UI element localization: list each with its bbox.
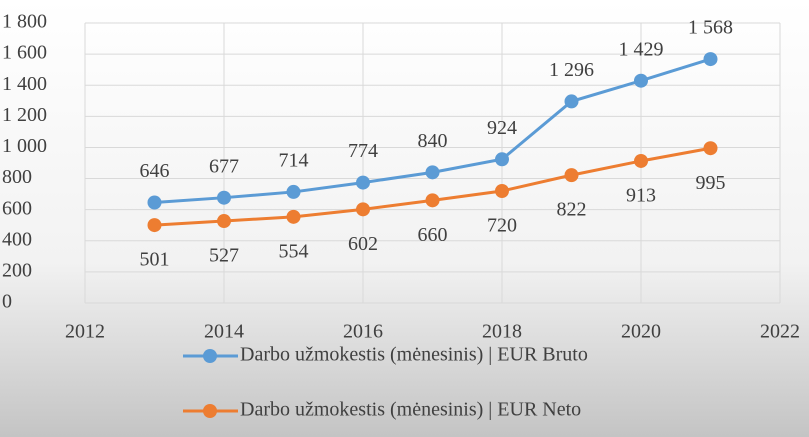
point (564, 168, 579, 183)
data-label: 1 429 (619, 38, 664, 60)
data-label: 714 (279, 150, 309, 172)
data-label: 822 (557, 199, 587, 221)
data-label: 840 (418, 130, 448, 152)
data-label: 995 (696, 172, 726, 194)
data-label: 602 (348, 233, 378, 255)
x-tick-label: 2014 (204, 321, 244, 343)
point (634, 73, 648, 88)
point (425, 193, 440, 208)
data-label: 1 296 (549, 59, 594, 81)
point (425, 165, 440, 180)
point (286, 209, 301, 224)
data-label: 774 (348, 140, 378, 162)
x-tick-label: 2018 (482, 321, 522, 343)
y-tick-label: 600 (2, 197, 32, 219)
point (147, 218, 162, 233)
point (286, 184, 301, 199)
point (495, 152, 509, 167)
point (634, 153, 648, 168)
legend-label: Darbo užmokestis (mėnesinis) | EUR Neto (240, 399, 581, 421)
point (356, 202, 370, 217)
data-label: 1 568 (688, 17, 733, 39)
point (703, 52, 718, 67)
y-tick-label: 800 (2, 166, 32, 188)
point (147, 195, 162, 210)
data-label: 720 (487, 215, 517, 237)
x-tick-label: 2016 (343, 321, 383, 343)
y-tick-label: 0 (2, 291, 12, 313)
x-tick-label: 2020 (621, 321, 661, 343)
legend-label: Darbo užmokestis (mėnesinis) | EUR Bruto (240, 344, 588, 366)
y-tick-label: 200 (2, 259, 32, 281)
x-tick-label: 2012 (65, 321, 105, 343)
data-label: 677 (209, 155, 239, 177)
data-label: 554 (279, 240, 309, 262)
point (564, 94, 579, 109)
y-tick-label: 1 800 (2, 11, 47, 33)
point (703, 141, 718, 156)
legend-marker (203, 404, 217, 418)
y-tick-label: 1 000 (2, 135, 47, 157)
legend-marker (203, 349, 217, 363)
y-tick-label: 1 200 (2, 104, 47, 126)
y-tick-label: 400 (2, 228, 32, 250)
data-label: 501 (140, 249, 170, 271)
y-tick-label: 1 400 (2, 73, 47, 95)
x-tick-label: 2022 (760, 321, 800, 343)
data-label: 924 (487, 117, 517, 139)
point (217, 214, 231, 229)
point (495, 184, 509, 198)
data-label: 527 (209, 245, 239, 267)
data-label: 913 (626, 185, 656, 207)
point (356, 175, 370, 190)
point (217, 190, 231, 205)
y-tick-label: 1 600 (2, 42, 47, 64)
data-label: 646 (140, 160, 170, 182)
data-label: 660 (418, 224, 448, 246)
